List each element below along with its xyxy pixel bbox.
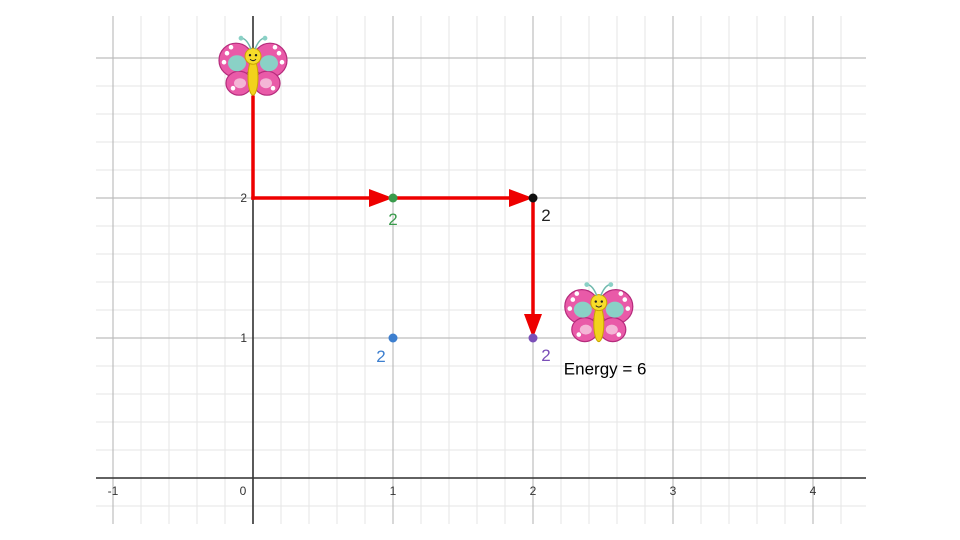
wing-pattern	[605, 301, 624, 318]
wing-pattern	[228, 55, 246, 72]
wing-pattern	[234, 78, 246, 89]
y-tick-label: 1	[240, 331, 247, 345]
wing-dot	[576, 332, 582, 337]
x-tick-label: 2	[530, 484, 537, 498]
x-tick-label: -1	[108, 484, 119, 498]
x-tick-label: 3	[670, 484, 677, 498]
wing-dot	[279, 59, 285, 65]
butterflies	[218, 35, 634, 343]
x-tick-label: 1	[390, 484, 397, 498]
x-tick-label: 4	[810, 484, 817, 498]
butterfly-end	[564, 282, 634, 343]
wing-dot	[270, 85, 276, 91]
data-point	[528, 333, 538, 343]
data-point	[388, 333, 398, 343]
arrowhead	[524, 314, 542, 338]
wing-dot	[616, 332, 622, 337]
wing-dot	[567, 306, 573, 311]
point-label: 2	[541, 346, 550, 365]
data-points: 2 2 2 2	[376, 193, 551, 366]
wing-dot	[276, 50, 282, 56]
wing-dot	[230, 85, 236, 91]
wing-pattern	[260, 55, 278, 72]
arrowhead	[369, 189, 393, 207]
wing-pattern	[605, 324, 618, 335]
antenna-tip	[608, 282, 614, 287]
antenna-tip	[238, 35, 244, 41]
point-label: 2	[541, 206, 550, 225]
butterfly-eye	[600, 300, 603, 303]
wing-dot	[570, 297, 576, 302]
antenna-tip	[584, 282, 590, 287]
arrowhead	[509, 189, 533, 207]
point-label: 2	[376, 347, 385, 366]
major-grid	[96, 16, 866, 524]
butterfly-smile	[249, 58, 257, 62]
y-tick-label: 2	[240, 191, 247, 205]
antenna-tip	[262, 35, 268, 41]
wing-dot	[625, 306, 631, 311]
red-path	[251, 95, 542, 338]
wing-dot	[228, 44, 234, 50]
butterfly-smile	[595, 305, 603, 308]
wing-dot	[574, 291, 580, 296]
wing-pattern	[260, 78, 272, 89]
butterfly-eye	[248, 53, 252, 57]
wing-dot	[622, 297, 628, 302]
butterfly-start	[218, 35, 288, 96]
energy-label: Energy = 6	[564, 359, 647, 378]
wing-dot	[272, 44, 278, 50]
point-label: 2	[388, 210, 397, 229]
butterfly-head	[590, 294, 608, 312]
wing-dot	[224, 50, 230, 56]
data-point	[528, 193, 538, 203]
data-point	[388, 193, 398, 203]
butterfly-eye	[594, 300, 597, 303]
x-tick-label: 0	[240, 484, 247, 498]
axes	[96, 16, 866, 524]
butterfly-head	[244, 47, 262, 65]
wing-pattern	[579, 324, 592, 335]
minor-grid	[96, 16, 866, 524]
wing-pattern	[573, 301, 592, 318]
wing-dot	[221, 59, 227, 65]
butterfly-eye	[254, 53, 258, 57]
tick-labels: -1 0 1 2 3 4 1 2	[108, 191, 817, 498]
wing-dot	[618, 291, 624, 296]
